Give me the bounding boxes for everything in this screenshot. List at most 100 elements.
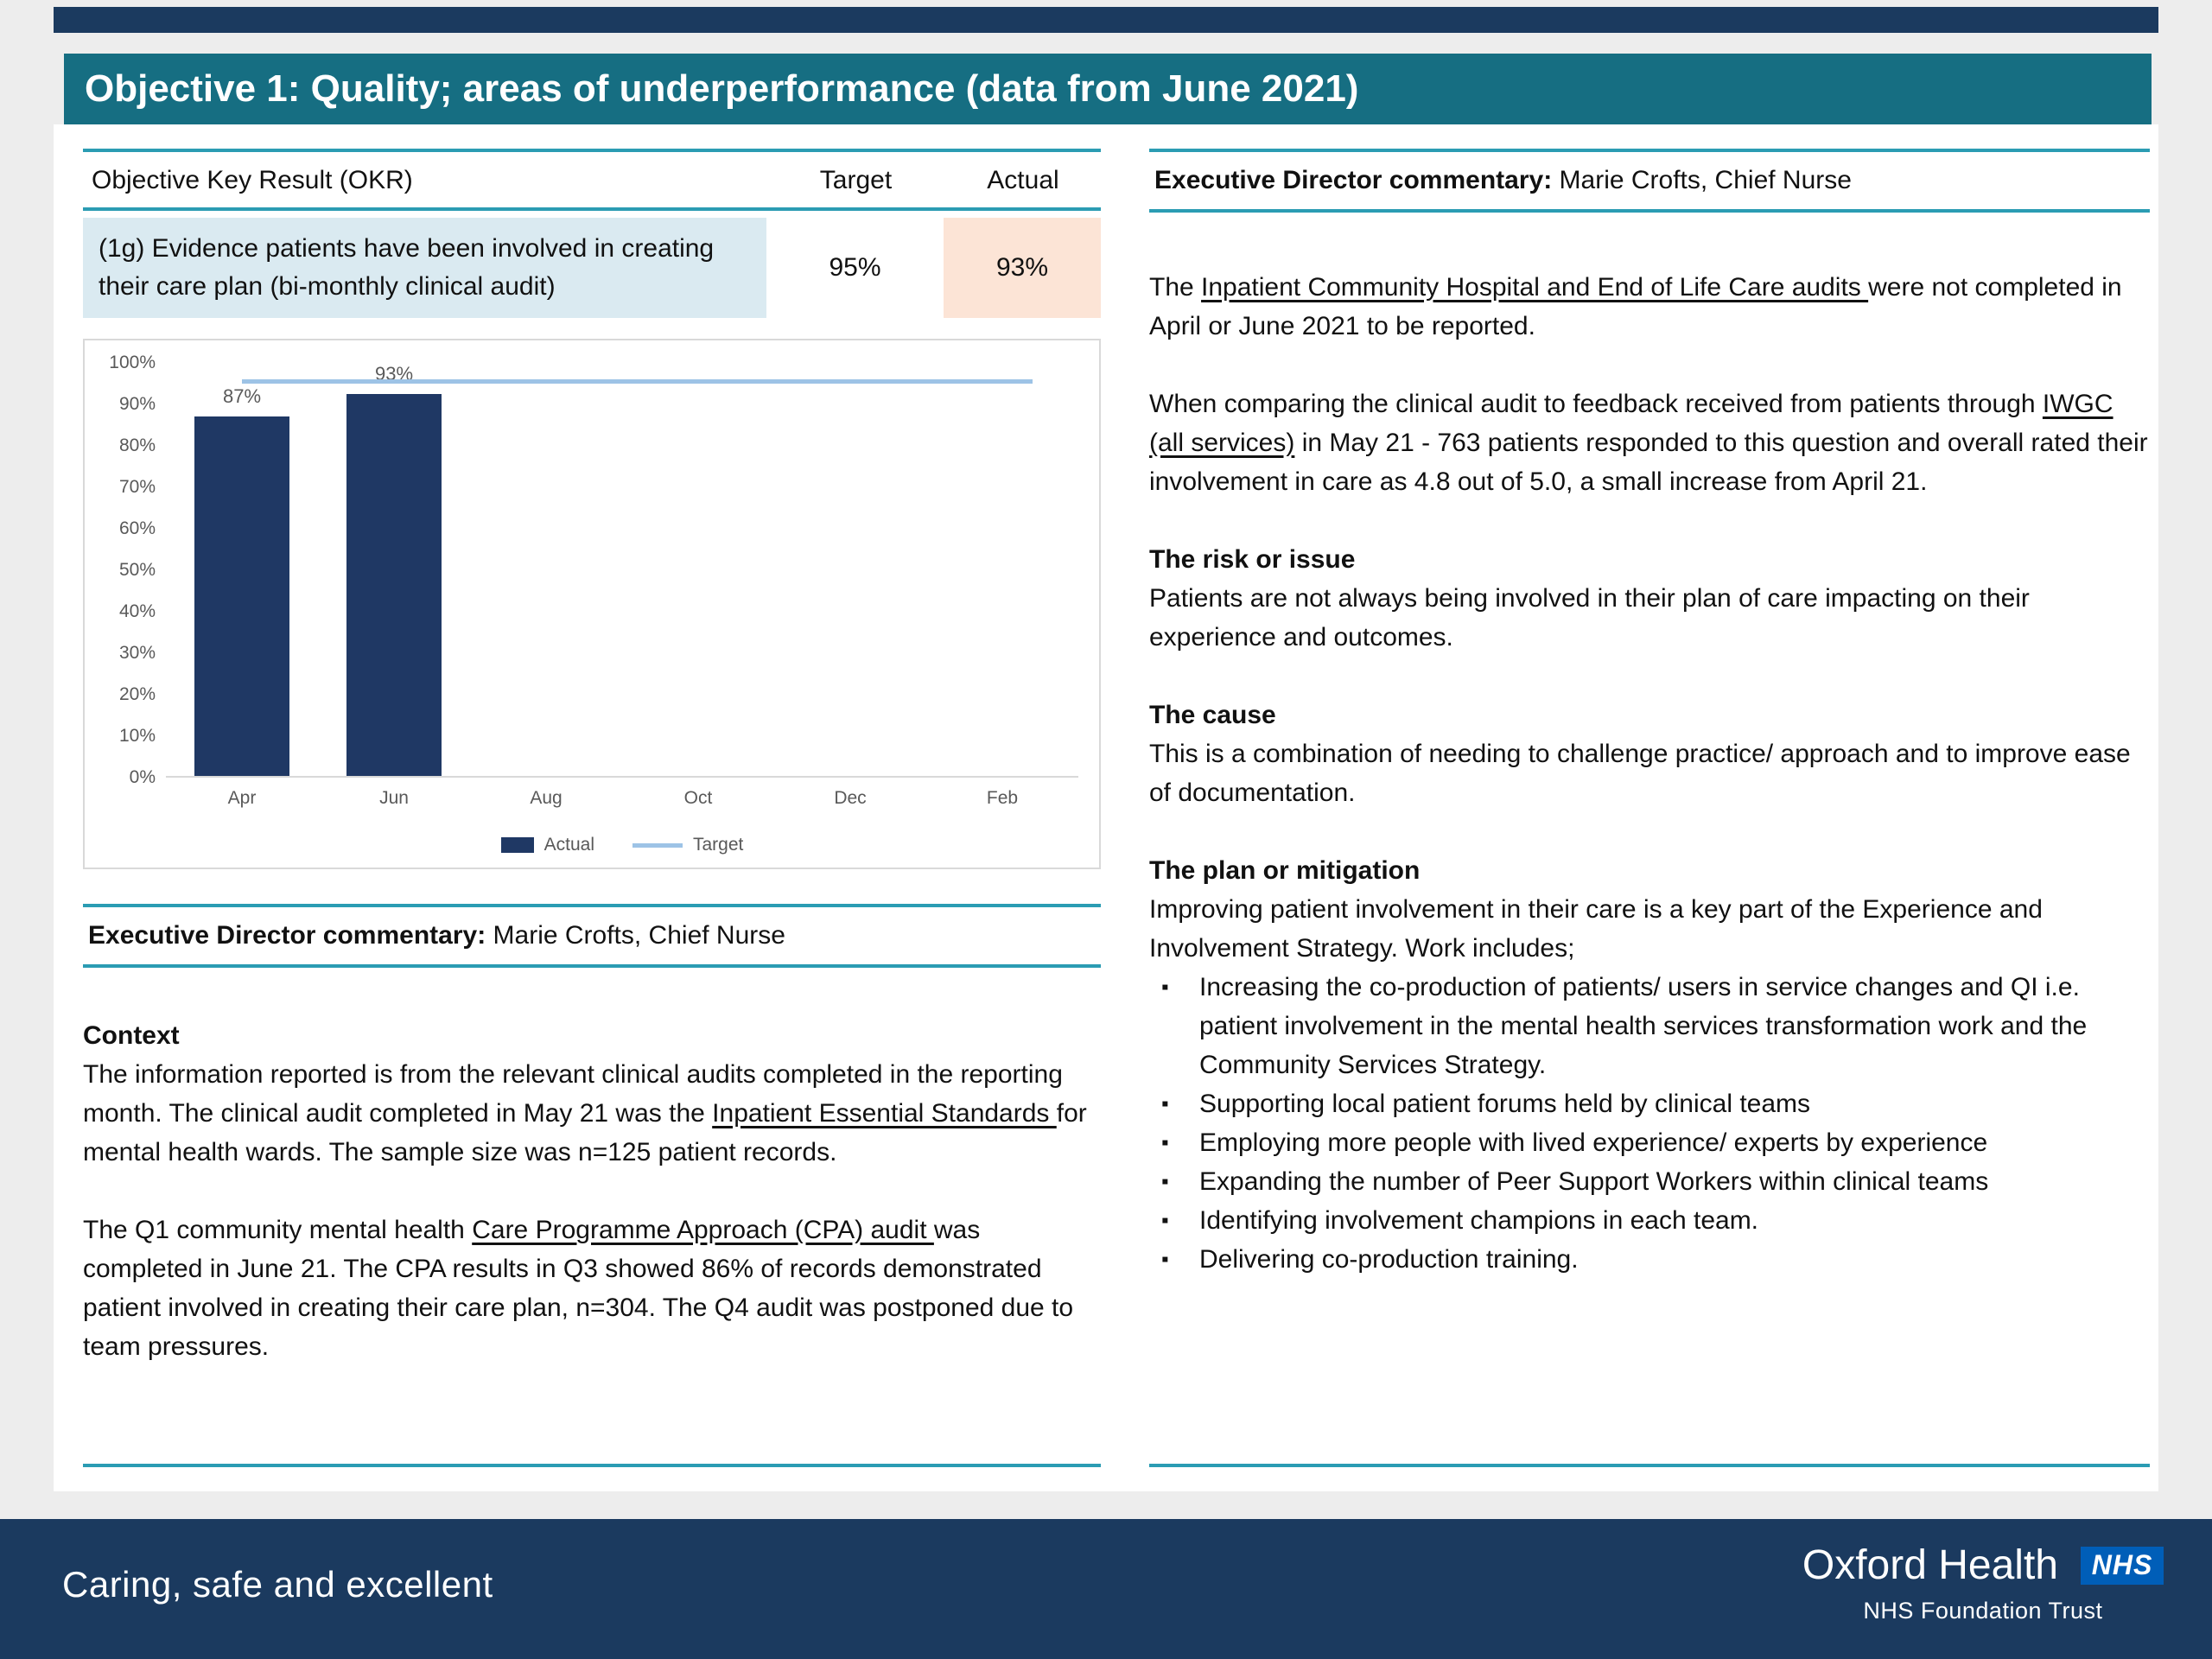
right-column: Executive Director commentary: Marie Cro… [1149,149,2150,1279]
x-axis-label-dec: Dec [834,788,867,808]
bar-jun [346,394,442,778]
text-segment: The Q1 community mental health [83,1216,473,1244]
underlined-text: Care Programme Approach (CPA) audit [472,1216,934,1244]
left-exec-commentary: Executive Director commentary: Marie Cro… [83,904,1101,968]
actual-header-cell: Actual [987,166,1059,194]
y-axis-label: 60% [118,518,156,538]
okr-table-row: (1g) Evidence patients have been involve… [83,218,1101,318]
y-axis-label: 0% [129,767,156,787]
plan-heading: The plan or mitigation [1149,856,1421,885]
okr-actual-value: 93% [944,218,1101,318]
bar-slot-jun: 93% [318,363,470,778]
commentary-author: Marie Crofts, Chief Nurse [1552,166,1852,194]
nhs-logo-text: NHS [2091,1549,2153,1580]
org-subtitle: NHS Foundation Trust [1863,1598,2103,1624]
underlined-text: Inpatient Essential Standards [712,1099,1057,1128]
right-paragraph-1: The Inpatient Community Hospital and End… [1149,268,2150,346]
plan-bullet-3: Employing more people with lived experie… [1149,1123,2150,1162]
plan-bullet-2: Supporting local patient forums held by … [1149,1084,2150,1123]
chart-x-axis: Apr Jun Aug Oct Dec Feb [166,788,1078,809]
y-axis-label: 10% [118,726,156,746]
footer: Caring, safe and excellent Oxford Health… [0,1519,2212,1659]
bar-value-label: 87% [222,385,262,408]
cause-heading: The cause [1149,701,1276,729]
commentary-author: Marie Crofts, Chief Nurse [486,921,785,950]
okr-description: (1g) Evidence patients have been involve… [83,218,766,318]
context-paragraph-1: The information reported is from the rel… [83,1055,1101,1172]
y-axis-label: 70% [118,477,156,497]
legend-item-actual: Actual [500,835,594,855]
footer-tagline: Caring, safe and excellent [62,1564,493,1605]
right-exec-commentary: Executive Director commentary: Marie Cro… [1149,149,2150,213]
text-segment: The information reported is from the rel… [83,1060,1063,1128]
chart-bars: 87% 93% [166,363,1078,778]
y-axis-label: 80% [118,435,156,455]
target-line [241,379,1033,384]
y-axis-label: 50% [118,560,156,580]
chart-y-axis: 0% 10% 20% 30% 40% 50% 60% 70% 80% 90% 100% [93,353,166,787]
okr-table: Objective Key Result (OKR) Target Actual… [83,149,1101,318]
y-axis-label: 90% [118,394,156,414]
chart-area: 0% 10% 20% 30% 40% 50% 60% 70% 80% 90% 100% 87% 93% [93,353,1078,787]
org-name: Oxford Health [1802,1542,2058,1588]
brand-row: Oxford Health NHS [1802,1541,2164,1589]
plan-bullet-4: Expanding the number of Peer Support Wor… [1149,1162,2150,1201]
right-paragraph-2: When comparing the clinical audit to fee… [1149,385,2150,501]
target-header-cell: Target [819,166,893,194]
text-segment: The [1149,273,1202,302]
cause-text: This is a combination of needing to chal… [1149,740,2131,807]
y-axis-label: 40% [118,601,156,621]
left-column: Objective Key Result (OKR) Target Actual… [83,149,1101,1366]
bar-slot-aug [470,363,622,778]
x-axis-label-apr: Apr [227,788,257,808]
bar-slot-feb [926,363,1078,778]
legend-actual-label: Actual [543,835,594,855]
bar-slot-apr: 87% [166,363,318,778]
underlined-text: Inpatient Community Hospital and End of … [1201,273,1869,302]
page-title: Objective 1: Quality; areas of underperf… [85,67,1359,110]
text-segment: was completed in June 21. The CPA result… [83,1216,1074,1361]
bar-slot-oct [622,363,774,778]
actual-swatch [500,837,534,853]
plan-bullet-5: Identifying involvement champions in eac… [1149,1201,2150,1240]
bar-slot-dec [774,363,926,778]
text-segment: were not completed in April or June 2021… [1149,273,2122,340]
text-segment: in May 21 - 763 patients responded to th… [1149,429,2148,496]
commentary-label: Executive Director commentary: [88,921,486,950]
context-paragraph-2: The Q1 community mental health Care Prog… [83,1211,1101,1366]
legend-target-label: Target [693,835,744,855]
plan-bullet-list: Increasing the co-production of patients… [1149,968,2150,1279]
risk-text: Patients are not always being involved i… [1149,584,2030,652]
content-area: Objective Key Result (OKR) Target Actual… [54,124,2158,1491]
left-bottom-rule [83,1464,1101,1467]
nhs-logo: NHS [2081,1546,2164,1585]
y-axis-label: 100% [109,353,156,372]
legend-item-target: Target [632,835,743,855]
plan-text: Improving patient involvement in their c… [1149,895,2043,963]
title-bar: Objective 1: Quality; areas of underperf… [64,54,2152,124]
y-axis-label: 30% [118,643,156,663]
okr-header-cell: Objective Key Result (OKR) [92,166,413,194]
x-axis-label-jun: Jun [379,788,409,808]
context-heading: Context [83,1021,180,1050]
y-axis-label: 20% [118,684,156,704]
x-axis-label-feb: Feb [986,788,1019,808]
commentary-label: Executive Director commentary: [1154,166,1553,194]
risk-heading: The risk or issue [1149,545,1356,574]
text-segment: for mental health wards. The sample size… [83,1099,1087,1166]
right-bottom-rule [1149,1464,2150,1467]
chart-legend: Actual Target [166,835,1078,855]
brand-lockup: Oxford Health NHS NHS Foundation Trust [1802,1541,2164,1624]
okr-target-value: 95% [766,218,944,318]
plan-bullet-1: Increasing the co-production of patients… [1149,968,2150,1084]
underlined-text: IWGC (all services) [1149,390,2113,457]
okr-table-header: Objective Key Result (OKR) Target Actual [83,152,1101,211]
text-segment: When comparing the clinical audit to fee… [1149,390,2043,418]
okr-bar-chart: 0% 10% 20% 30% 40% 50% 60% 70% 80% 90% 100% 87% 93%… [83,339,1101,869]
top-strip [54,7,2158,33]
bar-apr [194,416,289,778]
x-axis-label-oct: Oct [683,788,713,808]
plan-bullet-6: Delivering co-production training. [1149,1240,2150,1279]
target-swatch [632,842,683,848]
